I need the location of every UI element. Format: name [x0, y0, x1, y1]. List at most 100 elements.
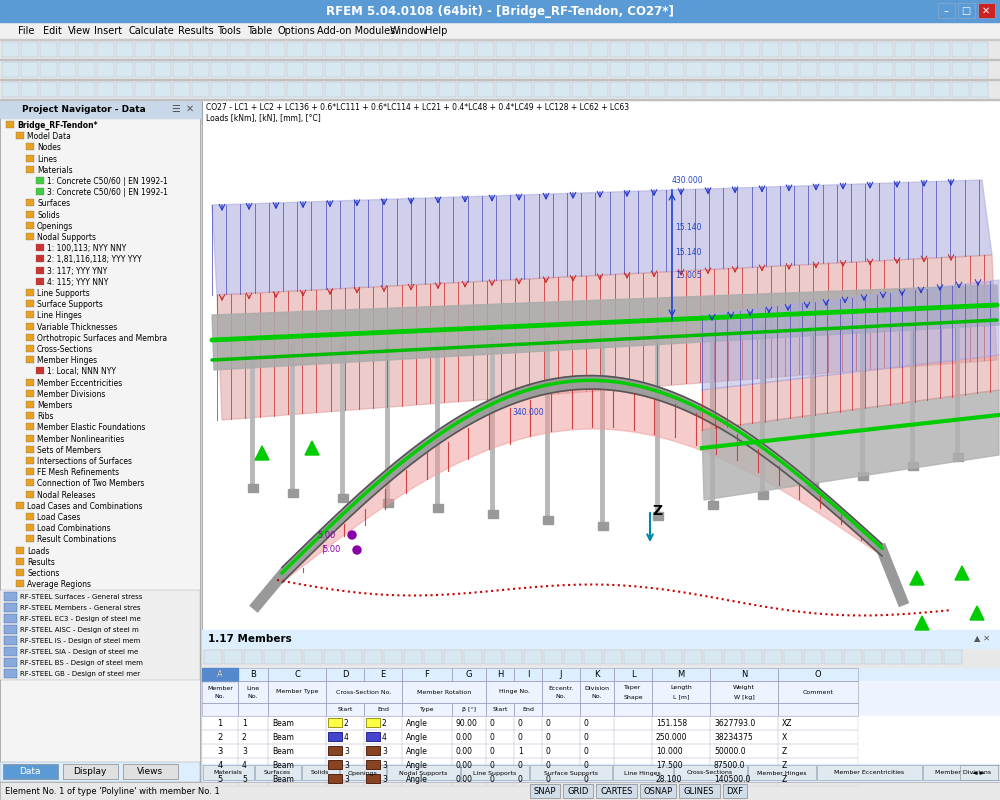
Text: Line: Line [246, 686, 260, 690]
Text: File: File [18, 26, 34, 36]
Bar [496, 82, 513, 97]
Bar [596, 784, 637, 798]
Bar [288, 489, 298, 497]
Bar [610, 42, 627, 57]
Bar [614, 758, 652, 772]
Bar [26, 524, 34, 531]
Bar [26, 311, 34, 318]
Bar [944, 650, 962, 664]
Bar [857, 42, 874, 57]
Bar [26, 401, 34, 408]
Text: J: J [560, 670, 562, 679]
Text: No.: No. [215, 694, 225, 699]
Text: Beam: Beam [272, 719, 294, 728]
Bar [914, 42, 931, 57]
Text: 1: 100,113; NYY NNY: 1: 100,113; NYY NNY [47, 244, 126, 253]
Text: 5: 5 [242, 775, 247, 784]
Bar [0, 782, 1000, 800]
Bar [439, 42, 456, 57]
Text: Hinge No.: Hinge No. [499, 690, 529, 694]
Bar [486, 703, 514, 716]
Text: Nodal Supports: Nodal Supports [399, 770, 447, 775]
Bar [230, 62, 247, 77]
Text: 2: 2 [344, 719, 349, 729]
Text: View: View [68, 26, 92, 36]
Bar [211, 42, 228, 57]
Text: Start: Start [337, 707, 353, 712]
Text: Nodal Releases: Nodal Releases [37, 490, 96, 499]
Text: Loads [kNm], [kN], [mm], [°C]: Loads [kNm], [kN], [mm], [°C] [206, 114, 321, 122]
Text: End: End [377, 707, 389, 712]
Bar [515, 42, 532, 57]
Bar [778, 772, 858, 786]
Text: Beam: Beam [272, 775, 294, 784]
Text: 0: 0 [584, 775, 589, 784]
Bar [488, 510, 498, 518]
Bar [26, 300, 34, 307]
Bar [819, 62, 836, 77]
Bar [504, 650, 522, 664]
Bar [26, 434, 34, 442]
Text: RF-STEEL BS - Design of steel mem: RF-STEEL BS - Design of steel mem [20, 660, 143, 666]
Text: 4: 4 [382, 734, 387, 742]
Bar [249, 82, 266, 97]
Bar [26, 423, 34, 430]
Bar [743, 42, 760, 57]
Bar [744, 650, 762, 664]
Bar [458, 62, 475, 77]
Bar [564, 650, 582, 664]
Text: F: F [425, 670, 429, 679]
Text: X: X [782, 733, 787, 742]
Text: D: D [342, 670, 348, 679]
Bar [40, 42, 57, 57]
Text: 0.00: 0.00 [456, 747, 473, 756]
Bar [26, 378, 34, 386]
Bar [710, 744, 778, 758]
Bar [402, 716, 452, 730]
Text: Average Regions: Average Regions [27, 580, 91, 589]
Bar [542, 668, 580, 681]
Bar [652, 772, 710, 786]
Text: Loads: Loads [27, 546, 49, 555]
Bar [364, 772, 402, 786]
Bar [534, 42, 551, 57]
Text: 15.005: 15.005 [675, 271, 702, 280]
Polygon shape [702, 390, 999, 500]
Bar [202, 716, 1000, 730]
Bar [524, 650, 542, 664]
Bar [4, 658, 17, 667]
Bar [154, 62, 171, 77]
Polygon shape [970, 606, 984, 620]
Bar [614, 772, 652, 786]
Bar [542, 758, 580, 772]
Text: Variable Thicknesses: Variable Thicknesses [37, 322, 117, 331]
Bar [895, 82, 912, 97]
Text: 17.500: 17.500 [656, 761, 683, 770]
Bar [514, 668, 542, 681]
Bar [514, 744, 542, 758]
Bar [614, 744, 652, 758]
Text: 0: 0 [546, 733, 551, 742]
Polygon shape [915, 616, 929, 630]
Bar [202, 668, 238, 681]
Bar [652, 758, 710, 772]
Text: 0: 0 [490, 733, 495, 742]
Bar [36, 278, 44, 285]
Bar [743, 82, 760, 97]
Text: 3627793.0: 3627793.0 [714, 719, 755, 728]
Bar [758, 491, 768, 499]
Text: O: O [815, 670, 821, 679]
Bar [26, 446, 34, 453]
Bar [202, 758, 238, 772]
Bar [544, 650, 562, 664]
Bar [26, 334, 34, 341]
Text: 0: 0 [546, 719, 551, 728]
Bar [580, 681, 614, 703]
Bar [326, 668, 364, 681]
Text: XZ: XZ [782, 719, 792, 728]
Bar [202, 703, 1000, 716]
Bar [614, 681, 652, 703]
Bar [477, 82, 494, 97]
Bar [580, 703, 614, 716]
Bar [781, 82, 798, 97]
